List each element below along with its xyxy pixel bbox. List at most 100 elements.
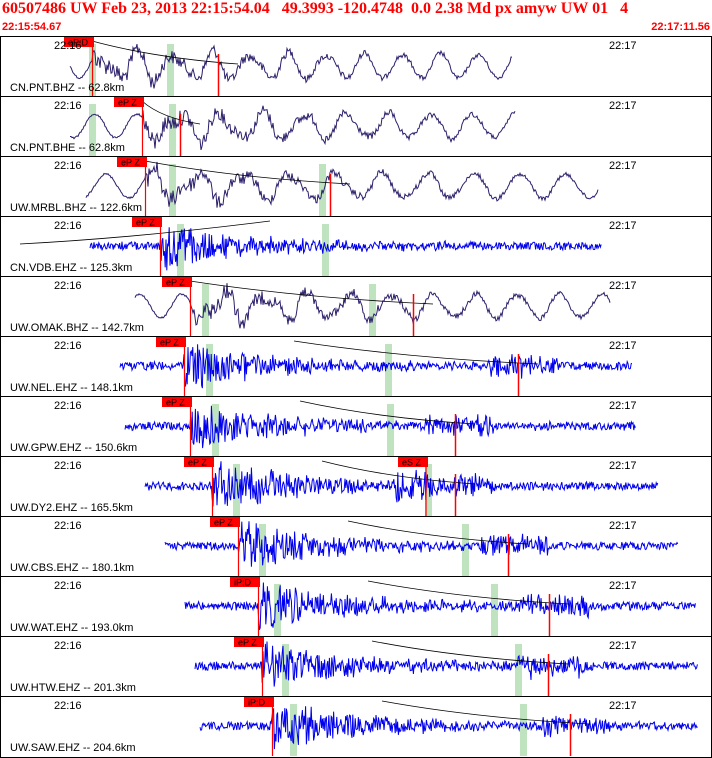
station-label: CN.VDB.EHZ -- 125.3km (10, 262, 132, 274)
arrival-window (274, 584, 281, 636)
arrival-window (322, 224, 329, 276)
station-label: UW.SAW.EHZ -- 204.6km (10, 742, 136, 754)
arrival-window (462, 524, 469, 576)
station-label: UW.GPW.EHZ -- 150.6km (10, 442, 137, 454)
pick-label-box (244, 697, 274, 707)
time-tick-right: 22:17 (609, 400, 637, 412)
waveform-trace (134, 283, 611, 329)
event-title: 60507486 UW Feb 23, 2013 22:15:54.04 49.… (2, 0, 629, 17)
station-label: UW.WAT.EHZ -- 193.0km (10, 622, 133, 634)
time-tick-right: 22:17 (609, 340, 637, 352)
arrival-window (520, 704, 527, 756)
station-label: UW.DY2.EHZ -- 165.5km (10, 502, 133, 514)
pick-label-box (398, 457, 428, 467)
time-tick-right: 22:17 (609, 640, 637, 652)
pick-label-box (162, 397, 192, 407)
time-tick-left: 22:16 (54, 460, 82, 472)
waveform-trace (119, 344, 633, 389)
travel-time-curve (371, 640, 569, 665)
waveform-trace (194, 641, 698, 687)
arrival-window (387, 404, 394, 456)
pick-label-box (162, 277, 192, 287)
end-time: 22:17:11.56 (651, 21, 710, 33)
arrival-window (425, 464, 432, 516)
time-tick-right: 22:17 (609, 460, 637, 472)
station-label: UW.NEL.EHZ -- 148.1km (10, 382, 133, 394)
station-label: UW.OMAK.BHZ -- 142.7km (10, 322, 144, 334)
pick-label: eS Z (402, 458, 422, 468)
arrival-window (177, 224, 184, 276)
time-tick-right: 22:17 (609, 220, 637, 232)
waveform-trace (124, 405, 636, 449)
pick-label-box (156, 337, 186, 347)
waveform-trace (184, 582, 696, 631)
station-label: CN.PNT.BHE -- 62.8km (10, 142, 125, 154)
time-tick-left: 22:16 (54, 520, 82, 532)
time-tick-right: 22:17 (609, 700, 637, 712)
waveform-trace (164, 521, 679, 567)
pick-label: eP Z (160, 338, 179, 348)
travel-time-curve (347, 520, 529, 545)
waveform-trace (85, 161, 599, 208)
pick-label: eP Z (118, 98, 137, 108)
pick-label-box (114, 97, 144, 107)
travel-time-curve (293, 340, 539, 365)
time-tick-right: 22:17 (609, 280, 637, 292)
pick-label-box (64, 37, 94, 47)
pick-label-box (132, 217, 162, 227)
travel-time-curve (299, 400, 476, 425)
pick-label: eP Z (166, 398, 185, 408)
waveform-trace (89, 227, 602, 271)
arrival-window (369, 284, 376, 336)
station-label: UW.MRBL.BHZ -- 122.6km (10, 202, 142, 214)
station-label: CN.PNT.BHZ -- 62.8km (10, 82, 124, 94)
travel-time-curve (381, 700, 591, 725)
travel-time-curve (367, 580, 570, 605)
plot-header: 60507486 UW Feb 23, 2013 22:15:54.04 49.… (0, 0, 712, 36)
arrival-window (385, 344, 392, 396)
station-label: UW.HTW.EHZ -- 201.3km (10, 682, 136, 694)
arrival-window (169, 164, 176, 216)
travel-time-curve (19, 220, 271, 245)
time-tick-left: 22:16 (54, 700, 82, 712)
pick-label: eP Z (136, 218, 155, 228)
pick-label: eP:D (68, 38, 89, 48)
pick-label: eP Z (214, 518, 233, 528)
pick-label-box (230, 577, 260, 587)
travel-time-curve (141, 100, 201, 125)
time-tick-right: 22:17 (609, 160, 637, 172)
time-tick-right: 22:17 (609, 520, 637, 532)
time-tick-left: 22:16 (54, 40, 82, 52)
time-tick-left: 22:16 (54, 640, 82, 652)
time-tick-left: 22:16 (54, 160, 82, 172)
pick-label: iP:D (248, 698, 266, 708)
time-tick-right: 22:17 (609, 100, 637, 112)
time-tick-left: 22:16 (54, 340, 82, 352)
pick-label-box (117, 157, 147, 167)
waveform-trace (70, 105, 516, 151)
pick-label-box (184, 457, 214, 467)
pick-label: eP Z (166, 278, 185, 288)
waveform-trace (144, 461, 659, 507)
time-tick-left: 22:16 (54, 400, 82, 412)
pick-label: eP Z (188, 458, 207, 468)
travel-time-curve (144, 160, 351, 185)
pick-label-box (210, 517, 240, 527)
time-tick-left: 22:16 (54, 100, 82, 112)
travel-time-curve (189, 280, 434, 305)
waveform-trace (69, 43, 513, 89)
pick-label-box (234, 637, 264, 647)
arrival-window (515, 644, 522, 696)
start-time: 22:15:54.67 (2, 21, 62, 33)
station-label: UW.CBS.EHZ -- 180.1km (10, 562, 134, 574)
pick-label: eP Z (121, 158, 140, 168)
arrival-window (167, 44, 174, 96)
time-tick-right: 22:17 (609, 580, 637, 592)
arrival-window (169, 104, 176, 156)
arrival-window (491, 584, 498, 636)
arrival-window (233, 464, 240, 516)
waveform-trace (199, 706, 698, 750)
pick-label: iP:D (234, 578, 252, 588)
time-tick-left: 22:16 (54, 220, 82, 232)
